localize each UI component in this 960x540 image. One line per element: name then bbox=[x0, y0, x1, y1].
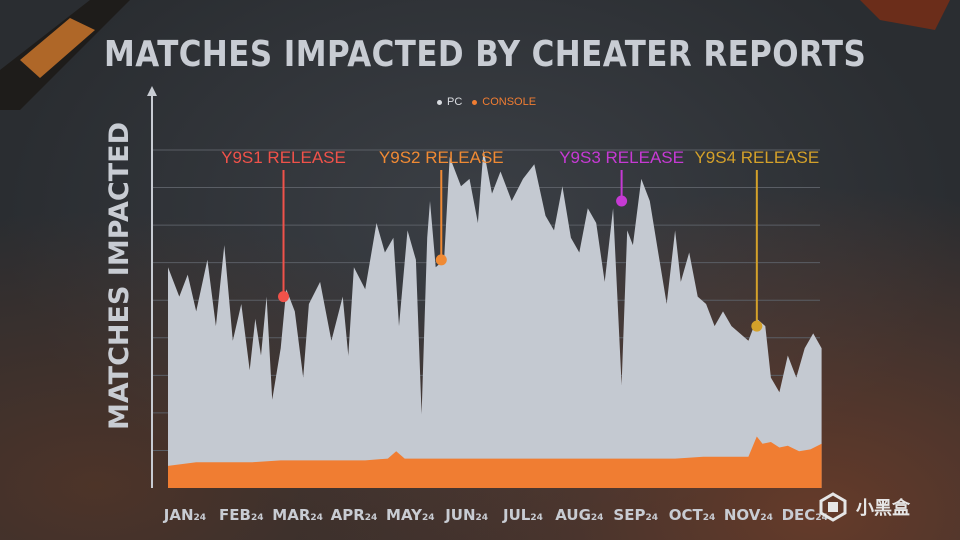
x-tick-label: NOV24 bbox=[724, 506, 773, 524]
x-tick-label: JAN24 bbox=[163, 506, 206, 524]
annotation-label: Y9S2 RELEASE bbox=[379, 148, 504, 167]
x-tick-label: APR24 bbox=[331, 506, 378, 524]
legend-label-pc: PC bbox=[447, 96, 463, 108]
x-tick-label: AUG24 bbox=[555, 506, 603, 524]
legend-label-console: CONSOLE bbox=[482, 96, 537, 108]
annotation-label: Y9S4 RELEASE bbox=[694, 148, 819, 167]
x-tick-year: 24 bbox=[310, 513, 323, 523]
x-tick-label: SEP24 bbox=[613, 506, 658, 524]
series-area-console bbox=[168, 436, 822, 488]
x-tick-year: 24 bbox=[530, 513, 543, 523]
x-tick-label: MAY24 bbox=[386, 506, 435, 524]
annotation-marker bbox=[616, 195, 628, 207]
x-tick-year: 24 bbox=[194, 513, 207, 523]
y-axis-arrow bbox=[147, 86, 157, 96]
x-tick-label: MAR24 bbox=[272, 506, 323, 524]
annotation-marker bbox=[751, 320, 763, 332]
legend-swatch-console bbox=[472, 99, 478, 105]
annotation-marker bbox=[278, 291, 290, 303]
corner-decoration-right bbox=[860, 0, 950, 30]
watermark: 小黑盒 bbox=[818, 492, 910, 522]
watermark-text: 小黑盒 bbox=[856, 498, 910, 519]
legend-swatch-pc bbox=[437, 99, 442, 105]
annotation-marker bbox=[435, 254, 447, 266]
x-tick-year: 24 bbox=[760, 513, 773, 523]
legend-item-pc: PC bbox=[437, 96, 462, 108]
series-area-pc bbox=[168, 149, 822, 488]
x-tick-year: 24 bbox=[422, 513, 435, 523]
x-tick-year: 24 bbox=[645, 513, 658, 523]
annotation-label: Y9S3 RELEASE bbox=[559, 148, 684, 167]
watermark-logo-icon bbox=[819, 492, 847, 522]
x-tick-year: 24 bbox=[703, 513, 716, 523]
x-tick-year: 24 bbox=[251, 513, 264, 523]
x-tick-year: 24 bbox=[591, 513, 604, 523]
x-tick-year: 24 bbox=[365, 513, 378, 523]
chart-title: MATCHES IMPACTED BY CHEATER REPORTS bbox=[104, 34, 867, 75]
legend-item-console: CONSOLE bbox=[472, 96, 536, 108]
x-tick-year: 24 bbox=[476, 513, 489, 523]
legend: PC CONSOLE bbox=[437, 94, 536, 110]
x-tick-label: FEB24 bbox=[219, 506, 263, 524]
x-tick-label: JUL24 bbox=[502, 506, 543, 524]
x-tick-year: 24 bbox=[815, 513, 828, 523]
x-tick-label: JUN24 bbox=[444, 506, 488, 524]
annotation-label: Y9S1 RELEASE bbox=[221, 148, 346, 167]
corner-decoration-left bbox=[0, 0, 130, 110]
x-tick-label: OCT24 bbox=[669, 506, 716, 524]
